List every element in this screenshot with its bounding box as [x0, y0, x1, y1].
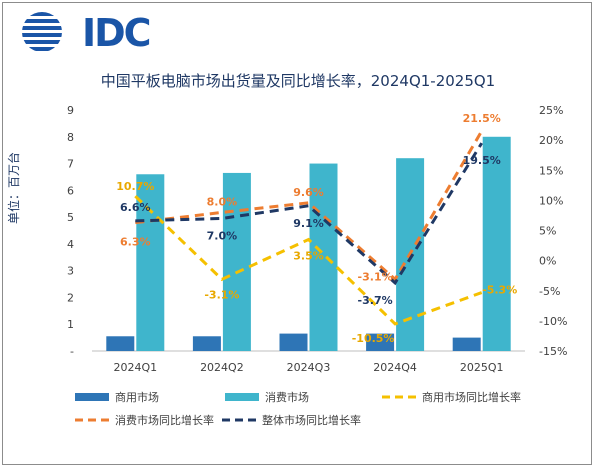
bar — [222, 172, 251, 351]
y-tick-label: 4 — [67, 238, 74, 251]
data-label: -3.7% — [358, 294, 393, 307]
globe-icon — [22, 12, 62, 51]
y2-tick-label: 20% — [539, 134, 563, 147]
y2-tick-label: 10% — [539, 194, 563, 207]
legend-item: 消费市场 — [225, 390, 309, 404]
x-tick-label: 2025Q1 — [460, 361, 504, 374]
data-label: 6.3% — [120, 236, 151, 249]
data-label: 8.0% — [207, 195, 238, 208]
y2-tick-label: 25% — [539, 104, 563, 117]
y2-tick-label: -15% — [539, 345, 567, 358]
data-label: 9.1% — [293, 217, 324, 230]
y-tick-label: 7 — [67, 158, 74, 171]
bar — [192, 336, 221, 351]
y2-tick-label: 0% — [539, 255, 556, 268]
data-label: -3.1% — [204, 288, 239, 301]
data-label: -3.1% — [358, 270, 393, 283]
bar — [279, 333, 308, 351]
chart-title: 中国平板电脑市场出货量及同比增长率，2024Q1-2025Q1 — [101, 72, 495, 90]
x-tick-label: 2024Q1 — [113, 361, 157, 374]
y-tick-label: 1 — [67, 318, 74, 331]
legend-item: 商用市场同比增长率 — [382, 390, 521, 404]
data-label: -10.5% — [352, 332, 395, 345]
y2-tick-label: -5% — [539, 285, 560, 298]
data-label: 21.5% — [463, 112, 501, 125]
x-tick-label: 2024Q4 — [373, 361, 417, 374]
data-label: 3.5% — [293, 250, 324, 263]
data-label: 19.5% — [463, 154, 501, 167]
plot-area: - 1 2 3 4 5 6 7 8 9 -15% -10% -5% 0% 5% 10% 15% 20% 25% 202… — [67, 104, 567, 374]
bar — [136, 174, 165, 351]
bar — [309, 163, 338, 351]
y-tick-label: 8 — [67, 131, 74, 144]
legend-label: 商用市场 — [115, 390, 159, 404]
y-tick-label: 6 — [67, 184, 74, 197]
y-tick-label: 2 — [67, 291, 74, 304]
series-line — [135, 130, 483, 282]
legend-label: 消费市场同比增长率 — [115, 413, 214, 427]
legend-swatch — [225, 393, 259, 401]
data-label: 6.6% — [120, 201, 151, 214]
idc-logo: IDC — [20, 10, 152, 56]
legend-label: 整体市场同比增长率 — [262, 413, 361, 427]
bar — [366, 333, 395, 351]
y2-tick-label: 5% — [539, 225, 556, 238]
legend-item: 商用市场 — [75, 390, 159, 404]
series-line — [134, 195, 483, 326]
y-tick-label: 3 — [67, 265, 74, 278]
data-label: 10.7% — [116, 180, 154, 193]
y2-tick-label: -10% — [539, 315, 567, 328]
y-tick-label: 5 — [67, 211, 74, 224]
legend-item: 整体市场同比增长率 — [222, 413, 361, 427]
y2-tick-label: 15% — [539, 164, 563, 177]
y-tick-label: 9 — [67, 104, 74, 117]
logo-text: IDC — [82, 11, 152, 55]
x-tick-label: 2024Q2 — [200, 361, 244, 374]
data-label: 7.0% — [207, 229, 238, 242]
legend-item: 消费市场同比增长率 — [75, 413, 214, 427]
data-label: 9.6% — [293, 186, 324, 199]
legend-label: 商用市场同比增长率 — [422, 390, 521, 404]
x-tick-label: 2024Q3 — [287, 361, 331, 374]
data-label: -5.3% — [482, 284, 517, 297]
bar — [106, 336, 135, 351]
y-tick-label: - — [70, 345, 74, 358]
legend-label: 消费市场 — [265, 390, 309, 404]
legend-swatch — [75, 393, 109, 401]
bar — [452, 337, 481, 351]
bar — [482, 136, 511, 351]
